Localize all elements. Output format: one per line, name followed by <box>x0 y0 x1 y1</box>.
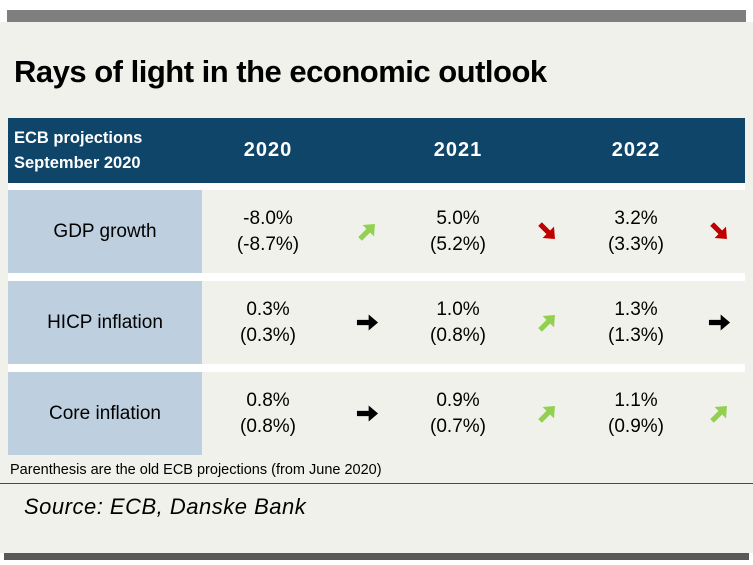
table-row-core-inflation: Core inflation 0.8% (0.8%) 0.9% (0.7%) 1… <box>8 372 745 455</box>
header-label-line2: September 2020 <box>14 153 141 172</box>
trend-flat-icon <box>356 405 378 422</box>
value-cell: 1.3% (1.3%) <box>578 281 694 364</box>
projection-value: -8.0% <box>243 207 293 229</box>
projection-value: 0.8% <box>246 389 290 411</box>
trend-up-icon <box>357 224 375 241</box>
old-projection-value: (5.2%) <box>430 233 486 255</box>
trend-arrow-cell <box>334 190 400 273</box>
old-projection-value: (0.3%) <box>240 324 296 346</box>
value-cell: -8.0% (-8.7%) <box>202 190 334 273</box>
value-cell: 0.9% (0.7%) <box>400 372 516 455</box>
column-header-2020: 2020 <box>243 139 293 161</box>
old-projection-value: (0.8%) <box>240 415 296 437</box>
trend-arrow-cell <box>694 190 745 273</box>
trend-down-icon <box>537 222 555 239</box>
projection-value: 5.0% <box>436 207 480 229</box>
column-header-2021: 2021 <box>433 139 483 161</box>
source-text: Source: ECB, Danske Bank <box>24 494 307 519</box>
old-projection-value: (1.3%) <box>608 324 664 346</box>
column-header-2022: 2022 <box>611 139 661 161</box>
projection-value: 0.3% <box>246 298 290 320</box>
trend-flat-icon <box>708 314 731 331</box>
projection-value: 0.9% <box>436 389 480 411</box>
divider-line <box>0 483 753 484</box>
value-cell: 1.1% (0.9%) <box>578 372 694 455</box>
projection-value: 1.0% <box>436 298 480 320</box>
projections-table: ECB projections September 2020 2020 2021… <box>8 118 745 455</box>
table-header-row: ECB projections September 2020 2020 2021… <box>8 118 745 183</box>
trend-arrow-cell <box>516 281 578 364</box>
value-cell: 0.3% (0.3%) <box>202 281 334 364</box>
page-title: Rays of light in the economic outlook <box>14 54 547 89</box>
trend-arrow-cell <box>516 372 578 455</box>
old-projection-value: (3.3%) <box>608 233 664 255</box>
old-projection-value: (0.8%) <box>430 324 486 346</box>
projection-value: 1.1% <box>614 389 658 411</box>
value-cell: 1.0% (0.8%) <box>400 281 516 364</box>
trend-arrow-cell <box>516 190 578 273</box>
value-cell: 5.0% (5.2%) <box>400 190 516 273</box>
footnote: Parenthesis are the old ECB projections … <box>10 462 382 478</box>
content-panel: Rays of light in the economic outlook EC… <box>0 22 753 553</box>
trend-up-icon <box>537 315 555 332</box>
table-header-label: ECB projections September 2020 <box>8 118 202 183</box>
bottom-border-bar <box>4 553 749 560</box>
trend-up-icon <box>537 406 555 423</box>
value-cell: 3.2% (3.3%) <box>578 190 694 273</box>
trend-arrow-cell <box>334 372 400 455</box>
trend-arrow-cell <box>334 281 400 364</box>
old-projection-value: (-8.7%) <box>236 233 300 255</box>
table-row-hicp-inflation: HICP inflation 0.3% (0.3%) 1.0% (0.8%) 1… <box>8 281 745 364</box>
table-row-gdp-growth: GDP growth -8.0% (-8.7%) 5.0% (5.2%) 3.2… <box>8 190 745 273</box>
row-label: GDP growth <box>8 190 202 273</box>
trend-arrow-cell <box>694 372 745 455</box>
top-border-bar <box>7 10 746 22</box>
projection-value: 1.3% <box>614 298 658 320</box>
trend-down-icon <box>710 222 727 239</box>
trend-up-icon <box>710 406 727 423</box>
header-label-line1: ECB projections <box>14 128 143 147</box>
trend-flat-icon <box>356 314 378 331</box>
projection-value: 3.2% <box>614 207 658 229</box>
old-projection-value: (0.9%) <box>608 415 664 437</box>
trend-arrow-cell <box>694 281 745 364</box>
row-label: HICP inflation <box>8 281 202 364</box>
row-label: Core inflation <box>8 372 202 455</box>
value-cell: 0.8% (0.8%) <box>202 372 334 455</box>
old-projection-value: (0.7%) <box>430 415 486 437</box>
